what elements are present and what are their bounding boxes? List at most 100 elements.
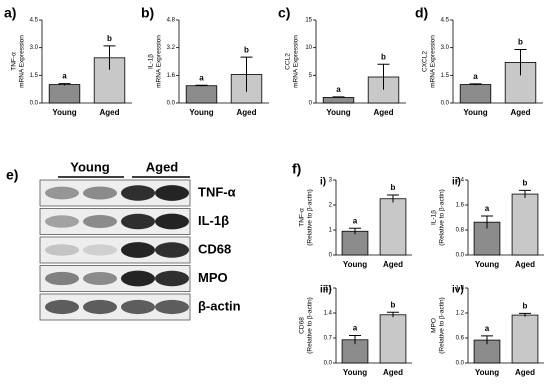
y-tick-label: 4.5: [441, 18, 450, 24]
blot-band: [45, 271, 79, 286]
y-tick-label: 1.8: [456, 286, 465, 292]
blot-band: [83, 215, 117, 228]
x-tick-label: Aged: [237, 108, 257, 117]
y-tick-label: 0.6: [456, 336, 465, 342]
y-tick-label: 3.0: [30, 45, 39, 51]
blot-band: [45, 215, 79, 228]
blot-band: [83, 299, 117, 315]
y-tick-label: 1.5: [30, 73, 39, 79]
annotation: a: [473, 72, 478, 81]
annotation: a: [485, 204, 490, 213]
blot-band: [155, 242, 189, 258]
panel-label: iii): [320, 285, 332, 296]
annotation: b: [244, 45, 249, 54]
y-axis-label: (Relative to β-actin): [439, 297, 446, 353]
y-tick-label: 0.0: [324, 361, 333, 367]
y-tick-label: 0: [329, 253, 333, 259]
blot-band: [45, 244, 79, 256]
band-label: β-actin: [198, 298, 241, 313]
bar: [341, 230, 369, 256]
y-axis-label: (Relative to β-actin): [439, 189, 446, 245]
annotation: a: [199, 73, 204, 82]
band-label: IL-1β: [198, 213, 229, 228]
error-bar: [469, 83, 482, 86]
error-bar: [387, 311, 399, 318]
error-bar: [240, 56, 253, 92]
y-tick-label: 15: [305, 18, 312, 24]
bar: [185, 85, 218, 104]
bar: [459, 84, 492, 104]
bar: [511, 314, 539, 364]
blot-band: [155, 185, 189, 201]
band-label: MPO: [198, 270, 228, 285]
x-tick-label: Aged: [383, 260, 403, 269]
bar: [322, 97, 355, 104]
y-tick-label: 4.5: [30, 18, 39, 24]
x-tick-label: Aged: [374, 108, 394, 117]
group-label: Young: [70, 159, 110, 174]
panel-label: i): [320, 177, 326, 188]
y-tick-label: 4.8: [167, 18, 176, 24]
error-bar: [481, 335, 493, 345]
blot-band: [121, 213, 155, 230]
annotation: b: [391, 183, 396, 192]
y-tick-label: 0.8: [456, 228, 465, 234]
bar: [48, 84, 81, 104]
x-tick-label: Young: [475, 368, 499, 377]
band-label: CD68: [198, 241, 231, 256]
blot-band: [155, 213, 189, 230]
y-tick-label: 1.6: [167, 73, 176, 79]
blot-band: [155, 270, 189, 287]
blot-band: [45, 186, 79, 200]
panel-label: b): [141, 5, 154, 21]
annotation: a: [353, 216, 358, 225]
blot-band: [121, 299, 155, 315]
error-bar: [349, 227, 361, 235]
y-tick-label: 0.7: [324, 336, 333, 342]
y-axis-label: (Relative to β-actin): [307, 189, 314, 245]
panel-label: a): [4, 5, 16, 21]
y-tick-label: 2.1: [324, 286, 333, 292]
y-axis-label: CD68: [299, 317, 306, 334]
bar: [379, 198, 407, 256]
y-tick-label: 10: [305, 45, 312, 51]
annotation: b: [523, 302, 528, 311]
x-tick-label: Young: [463, 108, 487, 117]
blot-band: [83, 272, 117, 285]
y-axis-label: IL-1β: [431, 210, 438, 225]
y-tick-label: 0.0: [30, 101, 39, 107]
panel-label: d): [415, 5, 428, 21]
blot-band: [83, 186, 117, 200]
error-bar: [519, 189, 531, 198]
annotation: b: [523, 178, 528, 187]
y-tick-label: 3.0: [441, 45, 450, 51]
y-tick-label: 1.6: [456, 203, 465, 209]
blot-band: [155, 299, 189, 315]
x-tick-label: Young: [189, 108, 213, 117]
annotation: a: [485, 324, 490, 333]
panel-label: c): [278, 5, 290, 21]
annotation: a: [62, 72, 67, 81]
x-tick-label: Aged: [100, 108, 120, 117]
y-tick-label: 1: [329, 228, 333, 234]
y-axis-label: mRNA Expression: [430, 35, 437, 88]
error-bar: [481, 215, 493, 229]
annotation: b: [381, 52, 386, 61]
y-tick-label: 0: [309, 101, 313, 107]
error-bar: [332, 96, 345, 99]
error-bar: [519, 312, 531, 317]
y-tick-label: 0.0: [456, 253, 465, 259]
y-tick-label: 5: [309, 73, 313, 79]
x-tick-label: Aged: [383, 368, 403, 377]
error-bar: [58, 83, 71, 86]
x-tick-label: Aged: [515, 368, 535, 377]
annotation: a: [353, 324, 358, 333]
blot: TNF-α IL-1β CD68 MPO β-actin: [39, 179, 241, 321]
error-bar: [103, 45, 116, 70]
blot-band: [45, 299, 79, 315]
blot-band: [121, 270, 155, 287]
panel-label: iv): [452, 285, 464, 296]
y-tick-label: 0.0: [441, 101, 450, 107]
y-tick-label: 2.4: [456, 178, 465, 184]
